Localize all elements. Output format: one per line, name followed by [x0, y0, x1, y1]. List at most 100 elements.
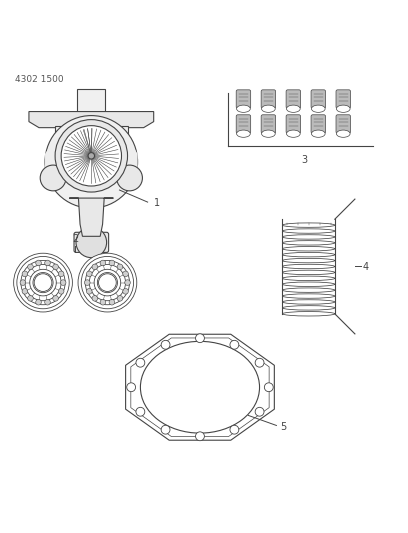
Ellipse shape	[282, 259, 335, 263]
Ellipse shape	[282, 305, 335, 310]
Circle shape	[53, 295, 58, 301]
Circle shape	[55, 119, 128, 192]
Circle shape	[25, 264, 61, 301]
Text: 2: 2	[72, 235, 78, 244]
Ellipse shape	[282, 270, 335, 274]
Circle shape	[136, 407, 145, 416]
Circle shape	[94, 269, 121, 296]
Ellipse shape	[282, 276, 335, 280]
FancyBboxPatch shape	[236, 90, 251, 108]
Circle shape	[99, 274, 116, 292]
Ellipse shape	[282, 312, 335, 316]
Ellipse shape	[311, 105, 325, 112]
Text: 4302 1500: 4302 1500	[15, 75, 64, 84]
Ellipse shape	[237, 130, 250, 138]
Circle shape	[264, 383, 273, 392]
Circle shape	[21, 261, 65, 305]
Circle shape	[117, 264, 123, 270]
Circle shape	[85, 261, 130, 305]
Ellipse shape	[286, 105, 300, 112]
Circle shape	[22, 271, 28, 277]
Circle shape	[78, 253, 137, 312]
Circle shape	[33, 272, 53, 293]
Circle shape	[136, 358, 145, 367]
Ellipse shape	[282, 264, 335, 269]
Ellipse shape	[262, 130, 275, 138]
Ellipse shape	[337, 130, 350, 138]
Circle shape	[230, 425, 239, 434]
Ellipse shape	[140, 341, 259, 433]
Circle shape	[88, 152, 95, 159]
Circle shape	[117, 165, 142, 191]
FancyBboxPatch shape	[286, 90, 301, 108]
Text: 5: 5	[280, 422, 287, 432]
Circle shape	[30, 269, 56, 296]
Text: 1: 1	[154, 198, 160, 208]
FancyBboxPatch shape	[77, 90, 105, 111]
Circle shape	[86, 271, 92, 277]
Polygon shape	[131, 338, 269, 437]
Ellipse shape	[311, 130, 325, 138]
Ellipse shape	[282, 294, 335, 298]
Circle shape	[195, 432, 204, 441]
Circle shape	[28, 264, 33, 270]
Circle shape	[58, 288, 64, 294]
FancyBboxPatch shape	[336, 90, 350, 108]
Circle shape	[98, 272, 118, 293]
FancyBboxPatch shape	[261, 90, 276, 108]
Polygon shape	[45, 138, 137, 170]
Polygon shape	[29, 111, 154, 128]
Circle shape	[53, 264, 58, 270]
Circle shape	[125, 280, 130, 285]
Circle shape	[161, 425, 170, 434]
FancyBboxPatch shape	[311, 115, 326, 133]
Circle shape	[92, 264, 98, 270]
Ellipse shape	[282, 229, 335, 233]
Text: 3: 3	[302, 155, 308, 165]
Ellipse shape	[282, 253, 335, 257]
Ellipse shape	[282, 300, 335, 304]
Ellipse shape	[262, 105, 275, 112]
Circle shape	[89, 264, 126, 301]
FancyBboxPatch shape	[261, 115, 276, 133]
Polygon shape	[69, 198, 113, 236]
Circle shape	[127, 383, 135, 392]
Circle shape	[36, 300, 41, 305]
Circle shape	[255, 407, 264, 416]
Circle shape	[60, 280, 66, 285]
Text: 4: 4	[363, 262, 369, 271]
Circle shape	[86, 288, 92, 294]
Circle shape	[28, 295, 33, 301]
Circle shape	[36, 260, 41, 266]
Ellipse shape	[237, 105, 250, 112]
Polygon shape	[126, 334, 274, 440]
Circle shape	[161, 341, 170, 349]
Circle shape	[45, 116, 137, 208]
Circle shape	[100, 260, 106, 266]
Circle shape	[40, 165, 66, 191]
Circle shape	[255, 358, 264, 367]
Circle shape	[17, 256, 69, 309]
Circle shape	[45, 260, 50, 266]
Circle shape	[117, 295, 123, 301]
Ellipse shape	[282, 223, 335, 228]
Ellipse shape	[282, 282, 335, 286]
Circle shape	[84, 280, 90, 285]
FancyBboxPatch shape	[236, 115, 251, 133]
Circle shape	[45, 300, 50, 305]
Circle shape	[109, 260, 115, 266]
Circle shape	[20, 280, 26, 285]
Ellipse shape	[286, 130, 300, 138]
FancyBboxPatch shape	[74, 232, 109, 253]
Circle shape	[195, 334, 204, 343]
Ellipse shape	[282, 240, 335, 245]
FancyBboxPatch shape	[286, 115, 301, 133]
FancyBboxPatch shape	[55, 126, 128, 138]
Circle shape	[230, 341, 239, 349]
Circle shape	[61, 126, 122, 186]
FancyBboxPatch shape	[311, 90, 326, 108]
Circle shape	[13, 253, 72, 312]
Ellipse shape	[282, 288, 335, 293]
Circle shape	[92, 295, 98, 301]
FancyBboxPatch shape	[336, 115, 350, 133]
